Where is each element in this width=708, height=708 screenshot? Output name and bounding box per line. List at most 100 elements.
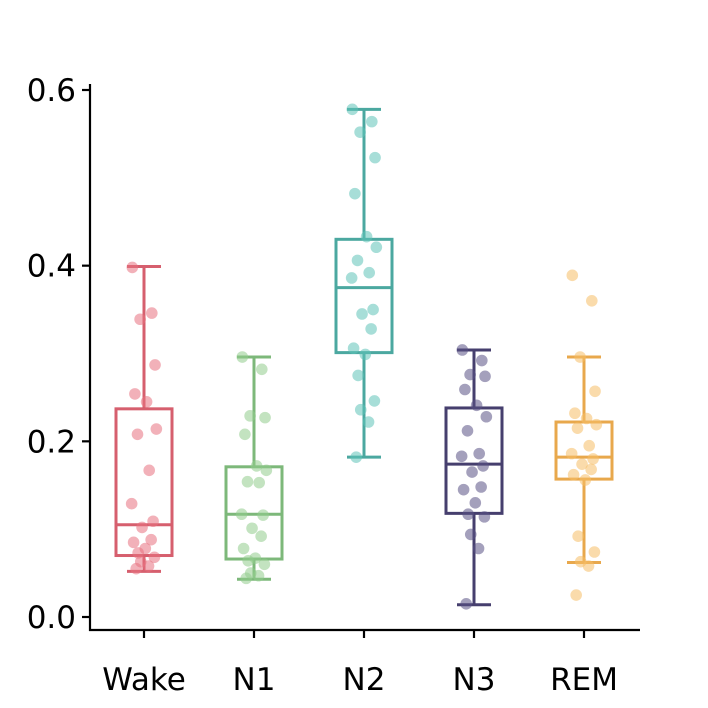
data-point	[349, 187, 361, 200]
data-point	[456, 344, 469, 356]
points-n3	[455, 344, 493, 610]
data-point	[149, 359, 161, 371]
data-point	[360, 230, 373, 243]
data-point	[572, 530, 584, 542]
data-point	[146, 307, 158, 319]
data-point	[136, 521, 148, 534]
data-point	[354, 403, 367, 416]
data-point	[473, 447, 486, 460]
data-point	[255, 363, 268, 376]
data-point	[125, 497, 138, 510]
data-point	[239, 428, 251, 441]
data-point	[582, 560, 595, 572]
data-point	[583, 439, 595, 452]
iqr-box	[334, 237, 394, 355]
data-point	[126, 261, 139, 274]
data-point	[464, 528, 477, 541]
data-point	[363, 266, 376, 279]
data-point	[345, 272, 358, 284]
data-point	[464, 368, 476, 381]
data-point	[455, 450, 468, 463]
data-point	[145, 533, 157, 546]
data-point	[127, 536, 140, 549]
data-point	[586, 295, 598, 307]
data-point	[235, 508, 248, 521]
data-point	[354, 126, 366, 138]
y-axis-ticks: 0.0 0.2 0.4 0.6	[27, 73, 90, 636]
data-point	[472, 542, 485, 555]
data-point	[459, 383, 471, 396]
data-point	[569, 407, 581, 420]
data-point	[258, 558, 271, 571]
data-point	[477, 460, 489, 472]
data-point	[257, 509, 269, 521]
data-point	[589, 385, 601, 398]
data-point	[466, 466, 478, 478]
data-point	[461, 424, 474, 437]
y-tick-label: 0.0	[27, 600, 76, 636]
data-point	[252, 569, 265, 582]
data-point	[140, 396, 153, 408]
data-point	[242, 554, 254, 567]
data-point	[142, 560, 155, 572]
data-point	[567, 468, 580, 481]
data-point	[579, 474, 592, 486]
data-point	[241, 475, 254, 488]
data-point	[460, 598, 473, 610]
data-point	[150, 423, 163, 435]
data-point	[237, 542, 250, 555]
x-tick-label: REM	[550, 662, 618, 698]
data-point	[480, 410, 493, 423]
data-point	[366, 115, 378, 128]
data-point	[148, 551, 161, 564]
data-point	[362, 416, 375, 428]
data-point	[132, 547, 144, 559]
x-tick-label: N3	[453, 662, 496, 698]
data-point	[346, 103, 359, 116]
y-tick-label: 0.6	[27, 73, 76, 109]
data-point	[571, 422, 584, 434]
data-point	[588, 546, 601, 558]
data-point	[479, 370, 491, 383]
data-point	[457, 483, 470, 496]
x-tick-label: N1	[233, 662, 276, 698]
data-point	[130, 562, 142, 575]
data-point	[470, 399, 483, 412]
x-tick-label: Wake	[102, 662, 186, 698]
data-point	[590, 418, 603, 431]
data-point	[475, 481, 487, 493]
data-point	[367, 303, 379, 316]
data-point	[134, 313, 146, 326]
points-n1	[235, 351, 273, 585]
x-axis-ticks: Wake N1 N2 N3 REM	[102, 630, 618, 698]
data-point	[236, 351, 249, 363]
data-point	[570, 589, 582, 601]
data-point	[147, 515, 159, 528]
data-point	[143, 464, 155, 477]
data-point	[255, 530, 267, 542]
iqr-box	[114, 407, 174, 558]
data-point	[131, 428, 144, 441]
data-point	[369, 151, 381, 164]
data-point	[351, 254, 364, 267]
data-point	[347, 342, 360, 355]
points-wake	[125, 261, 163, 575]
data-point	[476, 354, 488, 367]
data-point	[352, 369, 364, 382]
data-point	[250, 460, 263, 472]
data-point	[370, 241, 383, 254]
data-point	[253, 476, 265, 489]
data-point	[240, 572, 252, 585]
y-tick-label: 0.2	[27, 424, 76, 460]
data-point	[580, 412, 593, 425]
data-point	[359, 348, 372, 361]
data-point	[574, 351, 586, 363]
data-point	[129, 388, 141, 400]
x-tick-label: N2	[343, 662, 386, 698]
data-point	[587, 453, 599, 465]
data-point	[462, 508, 474, 521]
data-point	[260, 464, 273, 477]
data-point	[478, 511, 491, 523]
data-point	[365, 323, 377, 335]
